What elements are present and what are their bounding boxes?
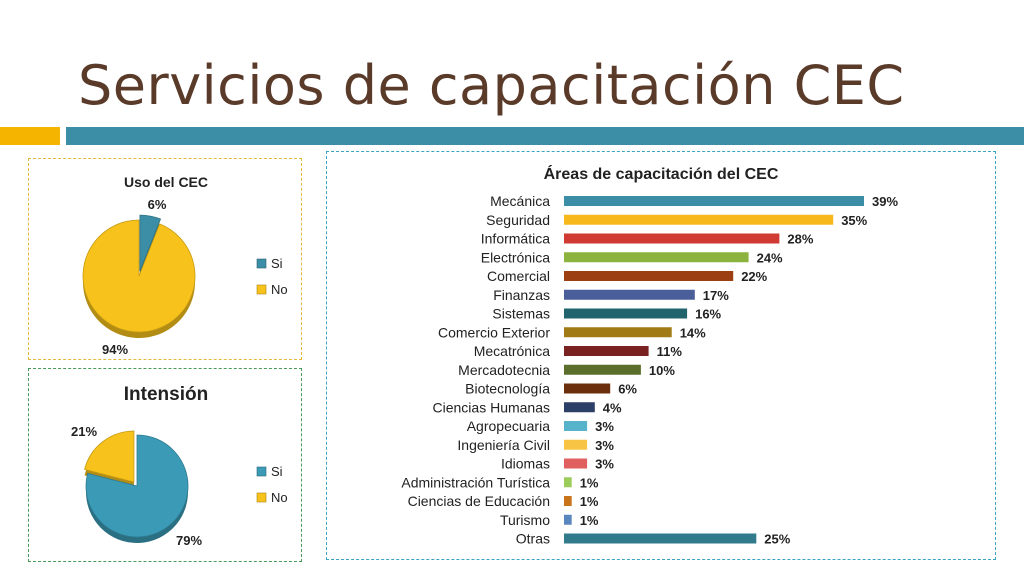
bar xyxy=(564,477,572,488)
bar xyxy=(564,402,595,413)
areas-chart-panel: Áreas de capacitación del CEC Mecánica Se… xyxy=(326,151,996,560)
bar-category-label: Sistemas xyxy=(492,306,550,322)
bar-value-label: 28% xyxy=(787,232,813,247)
bar-value-label: 1% xyxy=(580,475,599,490)
accent-bar-teal xyxy=(66,127,1024,145)
bar-category-label: Biotecnología xyxy=(465,381,550,397)
bar-category-label: Comercio Exterior xyxy=(438,324,550,340)
uso-chart-title: Uso del CEC xyxy=(124,174,208,190)
bar-value-label: 24% xyxy=(757,250,783,265)
uso-pie-chart: Uso del CEC 6% 94% Si No xyxy=(82,174,288,357)
intension-pie-chart: Intensión 79% 21% Si No xyxy=(71,384,288,548)
bar-category-label: Seguridad xyxy=(486,212,550,228)
bar xyxy=(564,383,611,394)
int-pie-label-si: 79% xyxy=(176,533,202,548)
bar-category-label: Ciencias Humanas xyxy=(433,399,551,415)
int-pie-slice-si xyxy=(85,434,189,538)
bar xyxy=(564,514,572,525)
accent-bar-orange xyxy=(0,127,60,145)
bar-value-label: 1% xyxy=(580,513,599,528)
bar-value-label: 17% xyxy=(703,288,729,303)
bar-category-label: Otras xyxy=(516,531,550,547)
bar-value-label: 6% xyxy=(618,382,637,397)
uso-pie-label-no: 94% xyxy=(102,342,128,357)
bar-value-label: 3% xyxy=(595,438,614,453)
bar-category-label: Electrónica xyxy=(481,249,550,265)
uso-legend-swatch-no xyxy=(256,284,267,295)
bar xyxy=(564,327,672,338)
bar xyxy=(564,421,588,431)
intension-chart-title: Intensión xyxy=(124,384,208,405)
bar xyxy=(564,196,864,206)
bar xyxy=(564,533,757,544)
bar-category-label: Turismo xyxy=(500,512,550,528)
bar-category-label: Mecatrónica xyxy=(474,343,550,359)
bar-category-label: Administración Turística xyxy=(401,474,550,490)
bar-category-label: Idiomas xyxy=(501,456,550,472)
bar xyxy=(564,308,688,319)
bar-value-label: 3% xyxy=(595,419,614,434)
bar-value-label: 10% xyxy=(649,363,675,378)
bar-value-label: 22% xyxy=(741,269,767,284)
bar xyxy=(564,346,649,356)
bar-value-label: 3% xyxy=(595,457,614,472)
int-pie-slice-no xyxy=(84,430,135,483)
uso-legend-swatch-si xyxy=(256,258,267,269)
bar xyxy=(564,233,780,244)
areas-chart-title: Áreas de capacitación del CEC xyxy=(544,164,779,183)
slide-title: Servicios de capacitación CEC xyxy=(78,54,905,117)
bar-category-label: Comercial xyxy=(487,268,550,284)
bar xyxy=(564,252,749,263)
bar-value-label: 4% xyxy=(603,400,622,415)
bar-category-label: Ciencias de Educación xyxy=(408,493,550,509)
uso-chart-panel: Uso del CEC 6% 94% Si No xyxy=(28,158,302,360)
bar-value-label: 14% xyxy=(680,325,706,340)
bar-category-label: Mecánica xyxy=(490,193,550,209)
uso-legend-label-si: Si xyxy=(271,256,283,271)
uso-pie-slice-no xyxy=(82,219,196,333)
bar-category-label: Ingeniería Civil xyxy=(457,437,550,453)
bar-category-label: Finanzas xyxy=(493,287,550,303)
bar-value-label: 11% xyxy=(657,344,683,359)
bar-value-label: 16% xyxy=(695,307,721,322)
bar xyxy=(564,364,641,375)
int-legend-label-no: No xyxy=(271,490,288,505)
bar xyxy=(564,214,834,225)
bar xyxy=(564,496,572,506)
bar xyxy=(564,289,695,300)
bar-value-label: 39% xyxy=(872,194,898,209)
bar-value-label: 35% xyxy=(841,213,867,228)
bar-value-label: 25% xyxy=(764,532,790,547)
int-legend-swatch-si xyxy=(256,466,267,477)
areas-bar-chart: Áreas de capacitación del CEC Mecánica Se… xyxy=(401,164,898,547)
bar-category-label: Mercadotecnia xyxy=(458,362,550,378)
uso-legend-label-no: No xyxy=(271,282,288,297)
bar xyxy=(564,271,734,281)
bar xyxy=(564,458,588,469)
bar-value-label: 1% xyxy=(580,494,599,509)
bar-category-label: Agropecuaria xyxy=(467,418,550,434)
bar xyxy=(564,439,588,450)
uso-pie-slice-si xyxy=(139,214,162,272)
int-legend-label-si: Si xyxy=(271,464,283,479)
intension-chart-panel: Intensión 79% 21% Si No xyxy=(28,368,302,562)
int-pie-label-no: 21% xyxy=(71,424,97,439)
uso-pie-label-si: 6% xyxy=(148,197,167,212)
bar-category-label: Informática xyxy=(481,231,550,247)
int-legend-swatch-no xyxy=(256,492,267,503)
